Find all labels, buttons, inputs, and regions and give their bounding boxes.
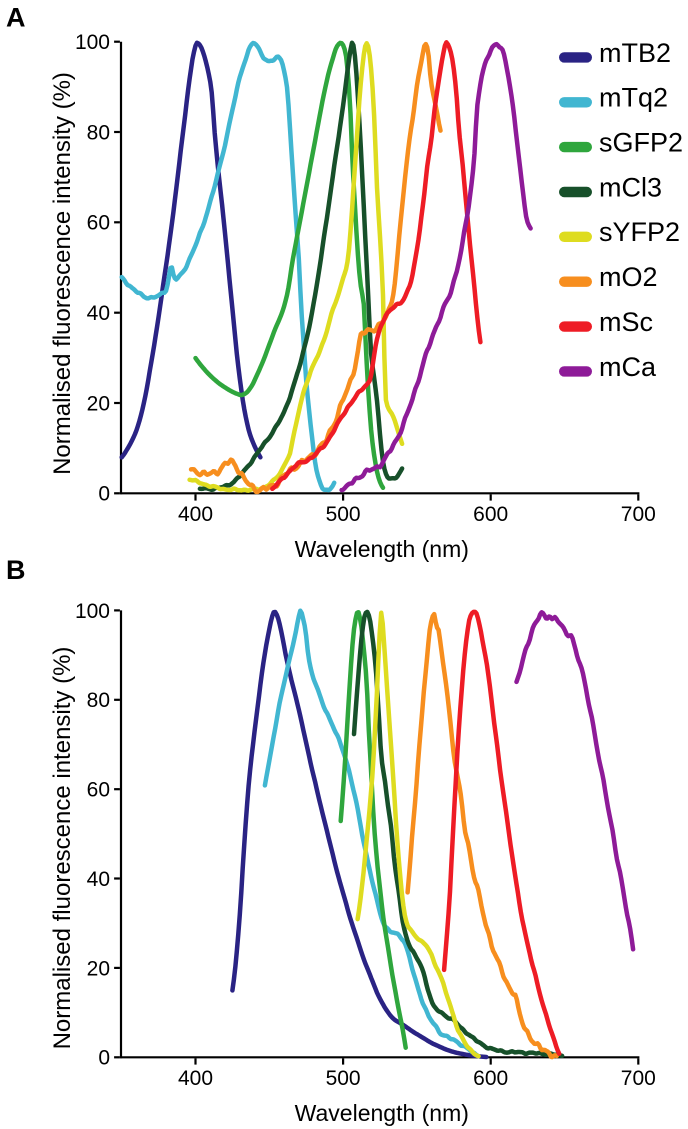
svg-text:Wavelength (nm): Wavelength (nm) xyxy=(295,536,469,562)
svg-text:mSc: mSc xyxy=(599,307,653,337)
svg-text:A: A xyxy=(6,2,26,32)
svg-text:80: 80 xyxy=(87,121,110,144)
svg-text:20: 20 xyxy=(87,392,110,415)
svg-text:B: B xyxy=(6,555,26,585)
svg-text:40: 40 xyxy=(87,868,110,891)
svg-text:Normalised fluorescence intens: Normalised fluorescence intensity (%) xyxy=(49,72,76,475)
svg-text:mO2: mO2 xyxy=(599,262,658,292)
svg-text:40: 40 xyxy=(87,302,110,325)
svg-text:mTq2: mTq2 xyxy=(599,83,668,113)
svg-text:100: 100 xyxy=(75,600,110,623)
svg-text:500: 500 xyxy=(326,503,361,526)
svg-text:700: 700 xyxy=(621,503,656,526)
svg-text:0: 0 xyxy=(98,483,110,506)
svg-text:600: 600 xyxy=(473,1067,508,1090)
svg-text:600: 600 xyxy=(473,503,508,526)
svg-text:400: 400 xyxy=(178,503,213,526)
svg-text:mCa: mCa xyxy=(599,352,657,382)
svg-text:mTB2: mTB2 xyxy=(599,38,671,68)
svg-text:20: 20 xyxy=(87,957,110,980)
svg-text:mCl3: mCl3 xyxy=(599,172,662,202)
svg-text:sGFP2: sGFP2 xyxy=(599,128,683,158)
svg-text:sYFP2: sYFP2 xyxy=(599,217,680,247)
svg-text:60: 60 xyxy=(87,779,110,802)
svg-text:80: 80 xyxy=(87,689,110,712)
svg-text:500: 500 xyxy=(326,1067,361,1090)
svg-text:100: 100 xyxy=(75,31,110,54)
svg-text:Normalised fluorescence intens: Normalised fluorescence intensity (%) xyxy=(49,647,76,1050)
svg-text:700: 700 xyxy=(621,1067,656,1090)
svg-text:Wavelength (nm): Wavelength (nm) xyxy=(295,1100,469,1126)
svg-text:60: 60 xyxy=(87,212,110,235)
svg-text:0: 0 xyxy=(98,1047,110,1070)
svg-text:400: 400 xyxy=(178,1067,213,1090)
